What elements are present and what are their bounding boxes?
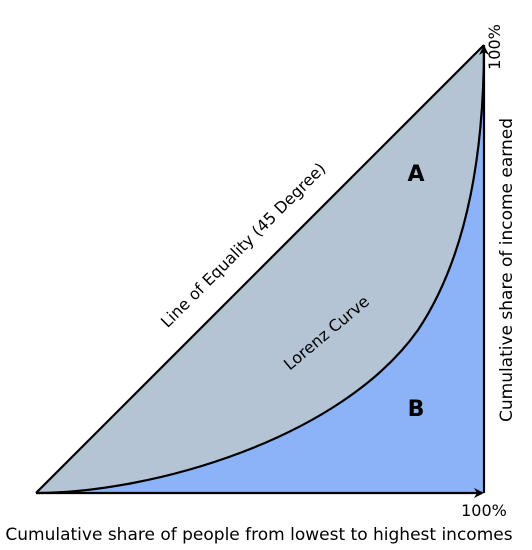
- line-of-equality: [35, 44, 485, 494]
- region-a-label: A: [407, 162, 424, 187]
- x-axis-caption: Cumulative share of people from lowest t…: [5, 525, 512, 545]
- y-axis-max-label: 100%: [485, 24, 504, 70]
- region-b-label: B: [408, 397, 425, 422]
- y-axis-caption: Cumulative share of income earned: [497, 118, 517, 422]
- lorenz-curve: [35, 44, 486, 495]
- region-b-area: [36, 45, 484, 493]
- x-axis-max-label: 100%: [461, 501, 507, 520]
